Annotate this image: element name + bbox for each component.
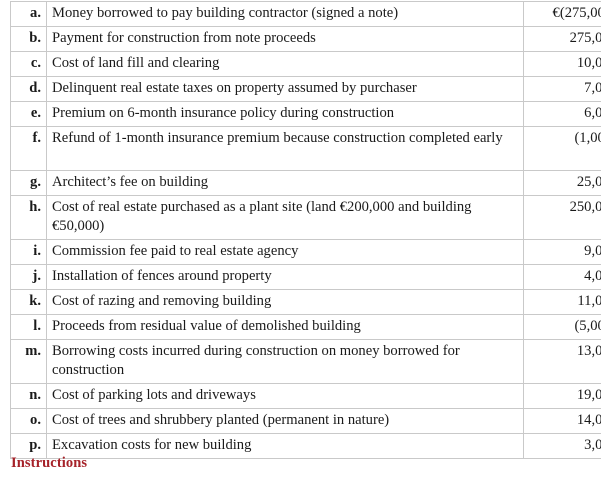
- row-amount-cell: 275,000: [523, 26, 601, 52]
- row-amount-cell: 6,000: [523, 101, 601, 127]
- row-description-cell: Installation of fences around property: [46, 264, 524, 290]
- row-letter-cell: i.: [10, 239, 47, 265]
- table-row: b. Payment for construction from note pro…: [10, 26, 601, 52]
- row-letter-cell: p.: [10, 433, 47, 459]
- row-amount-cell: 19,000: [523, 383, 601, 409]
- row-description-cell: Cost of parking lots and driveways: [46, 383, 524, 409]
- row-letter-cell: n.: [10, 383, 47, 409]
- row-description-cell: Commission fee paid to real estate agenc…: [46, 239, 524, 265]
- row-amount-cell: €(275,000): [523, 1, 601, 27]
- row-description-cell: Excavation costs for new building: [46, 433, 524, 459]
- table-row: n. Cost of parking lots and driveways 19,0…: [10, 383, 601, 409]
- row-amount-cell: 3,000: [523, 433, 601, 459]
- row-letter-cell: h.: [10, 195, 47, 240]
- instructions-heading: Instructions: [11, 455, 88, 471]
- row-letter-cell: e.: [10, 101, 47, 127]
- table-row: j. Installation of fences around property…: [10, 264, 601, 290]
- row-amount-cell: 14,000: [523, 408, 601, 434]
- row-amount-cell: 10,000: [523, 51, 601, 77]
- row-description-cell: Refund of 1-month insurance premium beca…: [46, 126, 524, 171]
- table-row: i. Commission fee paid to real estate age…: [10, 239, 601, 265]
- row-amount-cell: 11,000: [523, 289, 601, 315]
- table-body: a. Money borrowed to pay building contrac…: [10, 1, 601, 459]
- table-row: f. Refund of 1-month insurance premium be…: [10, 126, 601, 171]
- row-letter-cell: k.: [10, 289, 47, 315]
- table-row: o. Cost of trees and shrubbery planted (p…: [10, 408, 601, 434]
- row-letter-cell: j.: [10, 264, 47, 290]
- row-description-cell: Cost of trees and shrubbery planted (per…: [46, 408, 524, 434]
- table-row: h. Cost of real estate purchased as a pla…: [10, 195, 601, 240]
- row-description-cell: Cost of land fill and clearing: [46, 51, 524, 77]
- row-letter-cell: o.: [10, 408, 47, 434]
- row-amount-cell: 4,000: [523, 264, 601, 290]
- row-letter-cell: f.: [10, 126, 47, 171]
- table-row: e. Premium on 6-month insurance policy du…: [10, 101, 601, 127]
- row-letter-cell: l.: [10, 314, 47, 340]
- cost-classification-table-wrapper: a. Money borrowed to pay building contrac…: [10, 1, 601, 459]
- row-amount-cell: (5,000): [523, 314, 601, 340]
- row-amount-cell: 250,000: [523, 195, 601, 240]
- table-row: m. Borrowing costs incurred during constr…: [10, 339, 601, 384]
- row-description-cell: Borrowing costs incurred during construc…: [46, 339, 524, 384]
- row-amount-cell: 7,000: [523, 76, 601, 102]
- row-letter-cell: g.: [10, 170, 47, 196]
- table-row: k. Cost of razing and removing building 11…: [10, 289, 601, 315]
- row-description-cell: Delinquent real estate taxes on property…: [46, 76, 524, 102]
- row-amount-cell: (1,000): [523, 126, 601, 171]
- row-description-cell: Proceeds from residual value of demolish…: [46, 314, 524, 340]
- row-amount-cell: 13,000: [523, 339, 601, 384]
- row-letter-cell: b.: [10, 26, 47, 52]
- row-description-cell: Cost of real estate purchased as a plant…: [46, 195, 524, 240]
- row-description-cell: Architect’s fee on building: [46, 170, 524, 196]
- row-description-cell: Cost of razing and removing building: [46, 289, 524, 315]
- row-letter-cell: a.: [10, 1, 47, 27]
- table-row: d. Delinquent real estate taxes on proper…: [10, 76, 601, 102]
- table-row: l. Proceeds from residual value of demoli…: [10, 314, 601, 340]
- table-row: a. Money borrowed to pay building contrac…: [10, 1, 601, 27]
- row-amount-cell: 9,000: [523, 239, 601, 265]
- row-amount-cell: 25,000: [523, 170, 601, 196]
- row-description-cell: Money borrowed to pay building contracto…: [46, 1, 524, 27]
- row-letter-cell: c.: [10, 51, 47, 77]
- row-description-cell: Payment for construction from note proce…: [46, 26, 524, 52]
- row-description-cell: Premium on 6-month insurance policy duri…: [46, 101, 524, 127]
- row-letter-cell: d.: [10, 76, 47, 102]
- row-letter-cell: m.: [10, 339, 47, 384]
- cost-classification-table: a. Money borrowed to pay building contrac…: [10, 1, 601, 459]
